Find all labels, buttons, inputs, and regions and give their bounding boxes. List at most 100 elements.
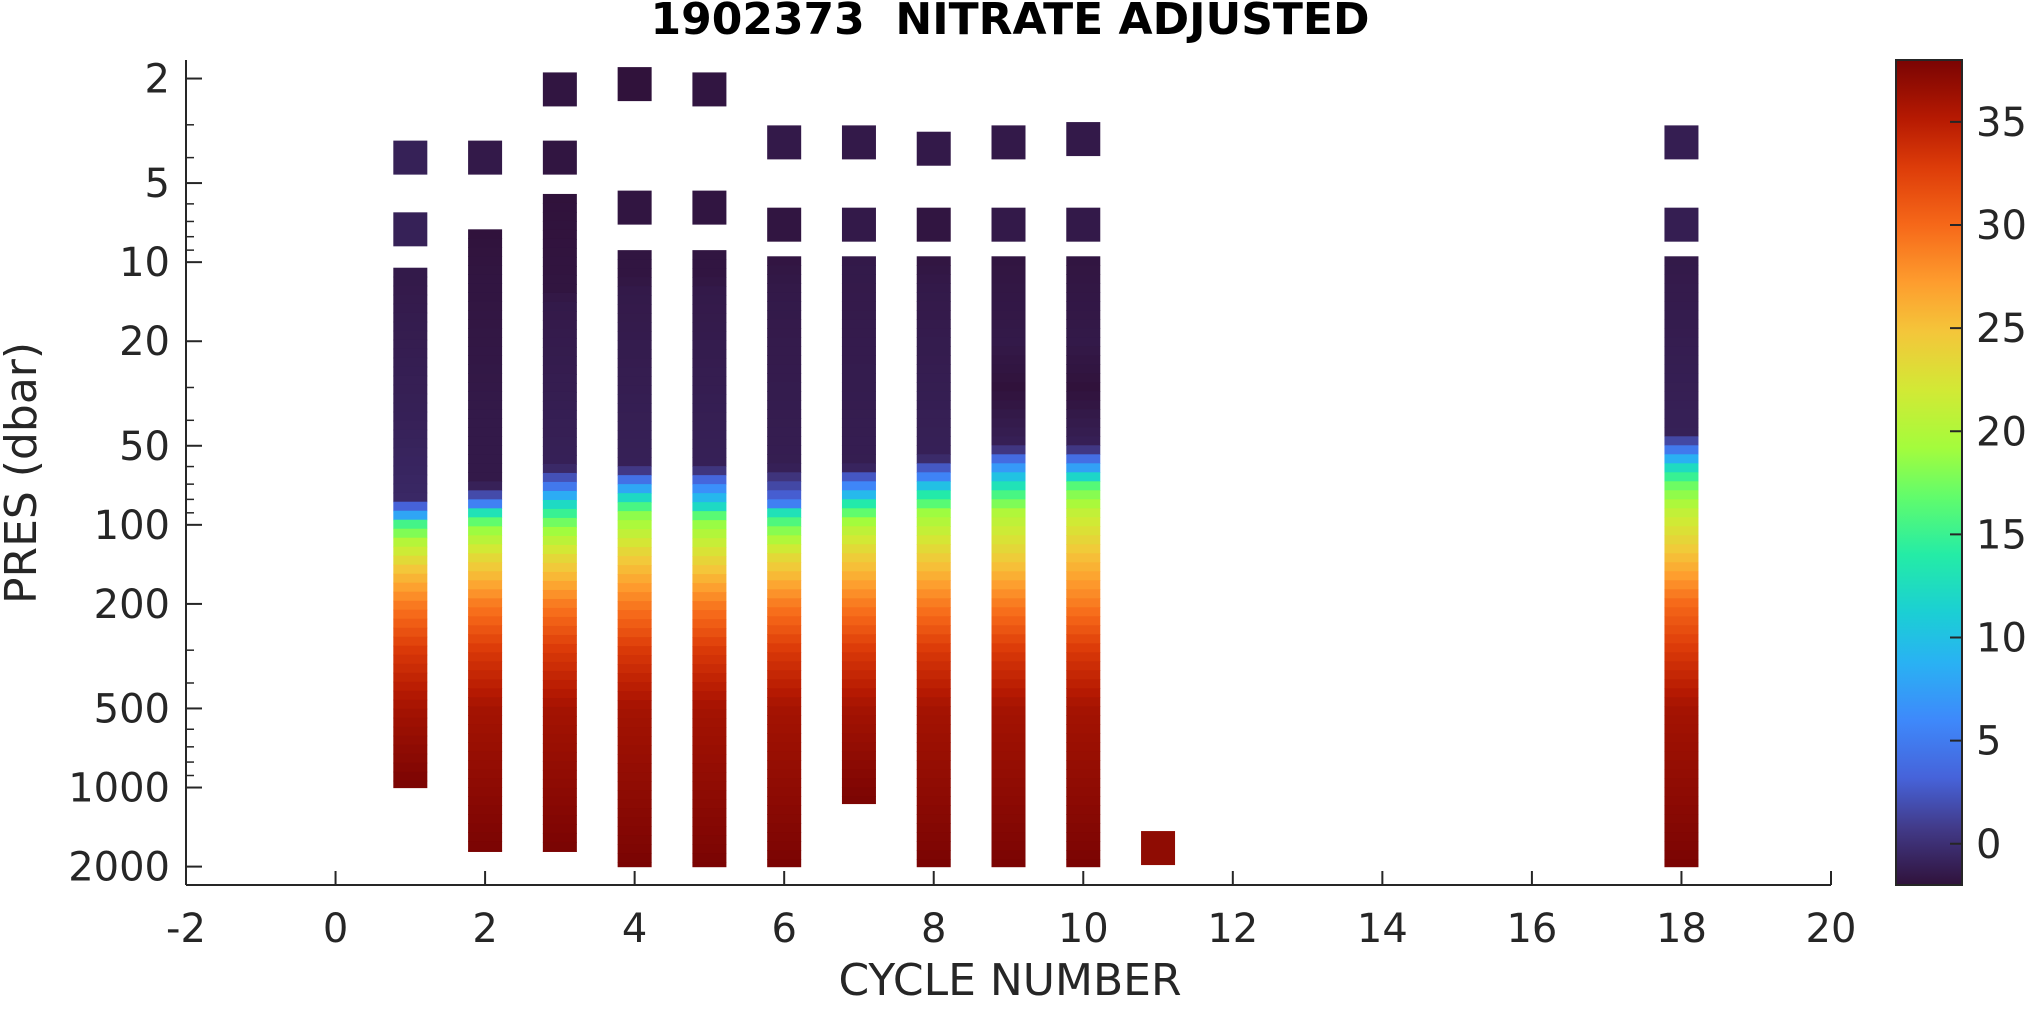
profile-cell (468, 571, 503, 581)
profile-cell (393, 140, 428, 175)
profile-cell (393, 780, 428, 789)
profile-cell (1066, 670, 1101, 680)
profile-cell (1066, 364, 1101, 374)
profile-cell (468, 490, 503, 500)
profile-cell (468, 661, 503, 671)
profile-cell (841, 679, 876, 689)
profile-cell (692, 547, 727, 557)
profile-cell (991, 580, 1026, 590)
profile-cell (617, 259, 652, 269)
profile-cell (542, 526, 577, 537)
profile-cell (542, 589, 577, 600)
profile-cell (991, 850, 1026, 860)
profile-cell (991, 481, 1026, 491)
profile-cell (991, 796, 1026, 806)
profile-cell (916, 400, 951, 410)
profile-cell (542, 418, 577, 429)
profile-cell (767, 328, 802, 338)
profile-cell (1664, 517, 1699, 527)
profile-cell (542, 211, 577, 222)
profile-cell (1664, 207, 1699, 242)
profile-cell (1066, 454, 1101, 464)
profile-cell (1664, 634, 1699, 644)
profile-cell (1066, 688, 1101, 698)
profile-cell (991, 688, 1026, 698)
profile-cell (468, 409, 503, 419)
profile-cell (468, 688, 503, 698)
profile-cell (617, 556, 652, 566)
profile-cell (916, 319, 951, 329)
profile-cell (393, 771, 428, 782)
chart-title: 1902373 NITRATE ADJUSTED (650, 0, 1369, 45)
profile-cell (393, 555, 428, 566)
profile-cell (542, 292, 577, 303)
profile-cell (991, 724, 1026, 734)
profile-cell (468, 283, 503, 293)
profile-cell (991, 814, 1026, 824)
profile-cell (692, 484, 727, 494)
profile-cell (841, 310, 876, 320)
profile-cell (617, 646, 652, 656)
profile-cell (1066, 751, 1101, 761)
profile-cell (1066, 598, 1101, 608)
profile-cell (841, 125, 876, 160)
profile-cell (617, 385, 652, 395)
profile-cell (841, 625, 876, 635)
profile-cell (468, 301, 503, 311)
profile-cell (617, 493, 652, 503)
profile-cell (767, 697, 802, 707)
profile-cell (393, 672, 428, 683)
profile-cell (468, 265, 503, 275)
profile-cell (767, 607, 802, 617)
profile-cell (767, 679, 802, 689)
profile-cell (916, 778, 951, 788)
profile-cell (617, 268, 652, 278)
profile-cell (617, 190, 652, 225)
profile-cell (767, 400, 802, 410)
profile-cell (1664, 562, 1699, 572)
profile-cell (1664, 409, 1699, 419)
profile-cell (767, 652, 802, 662)
profile-cell (767, 301, 802, 311)
profile-cell (1664, 400, 1699, 410)
profile-cell (1664, 751, 1699, 761)
profile-cell (692, 691, 727, 701)
profile-cell (991, 859, 1026, 868)
profile-cell (991, 697, 1026, 707)
profile-cell (692, 439, 727, 449)
profile-cell (1066, 400, 1101, 410)
profile-cell (1066, 634, 1101, 644)
profile-cell (617, 691, 652, 701)
profile-cell (916, 535, 951, 545)
profile-cell (692, 853, 727, 863)
profile-cell (916, 652, 951, 662)
profile-cell (991, 751, 1026, 761)
profile-cell (841, 526, 876, 536)
profile-cell (841, 751, 876, 761)
profile-cell (916, 490, 951, 500)
profile-cell (1066, 724, 1101, 734)
profile-cell (617, 376, 652, 386)
profile-cell (393, 330, 428, 341)
profile-cell (916, 499, 951, 509)
profile-cell (692, 682, 727, 692)
profile-cell (1664, 697, 1699, 707)
profile-cell (692, 457, 727, 467)
profile-cell (692, 385, 727, 395)
profile-cell (692, 610, 727, 620)
profile-cell (468, 607, 503, 617)
profile-cell (1664, 283, 1699, 293)
profile-cell (916, 562, 951, 572)
profile-cell (1066, 769, 1101, 779)
profile-cell (991, 760, 1026, 770)
x-tick-label: 8 (921, 906, 946, 952)
profile-cell (692, 700, 727, 710)
profile-cell (692, 322, 727, 332)
profile-cell (767, 715, 802, 725)
profile-cell (617, 628, 652, 638)
profile-cell (991, 319, 1026, 329)
profile-cell (468, 823, 503, 833)
profile-cell (841, 337, 876, 347)
profile-cell (542, 643, 577, 654)
profile-cell (767, 283, 802, 293)
